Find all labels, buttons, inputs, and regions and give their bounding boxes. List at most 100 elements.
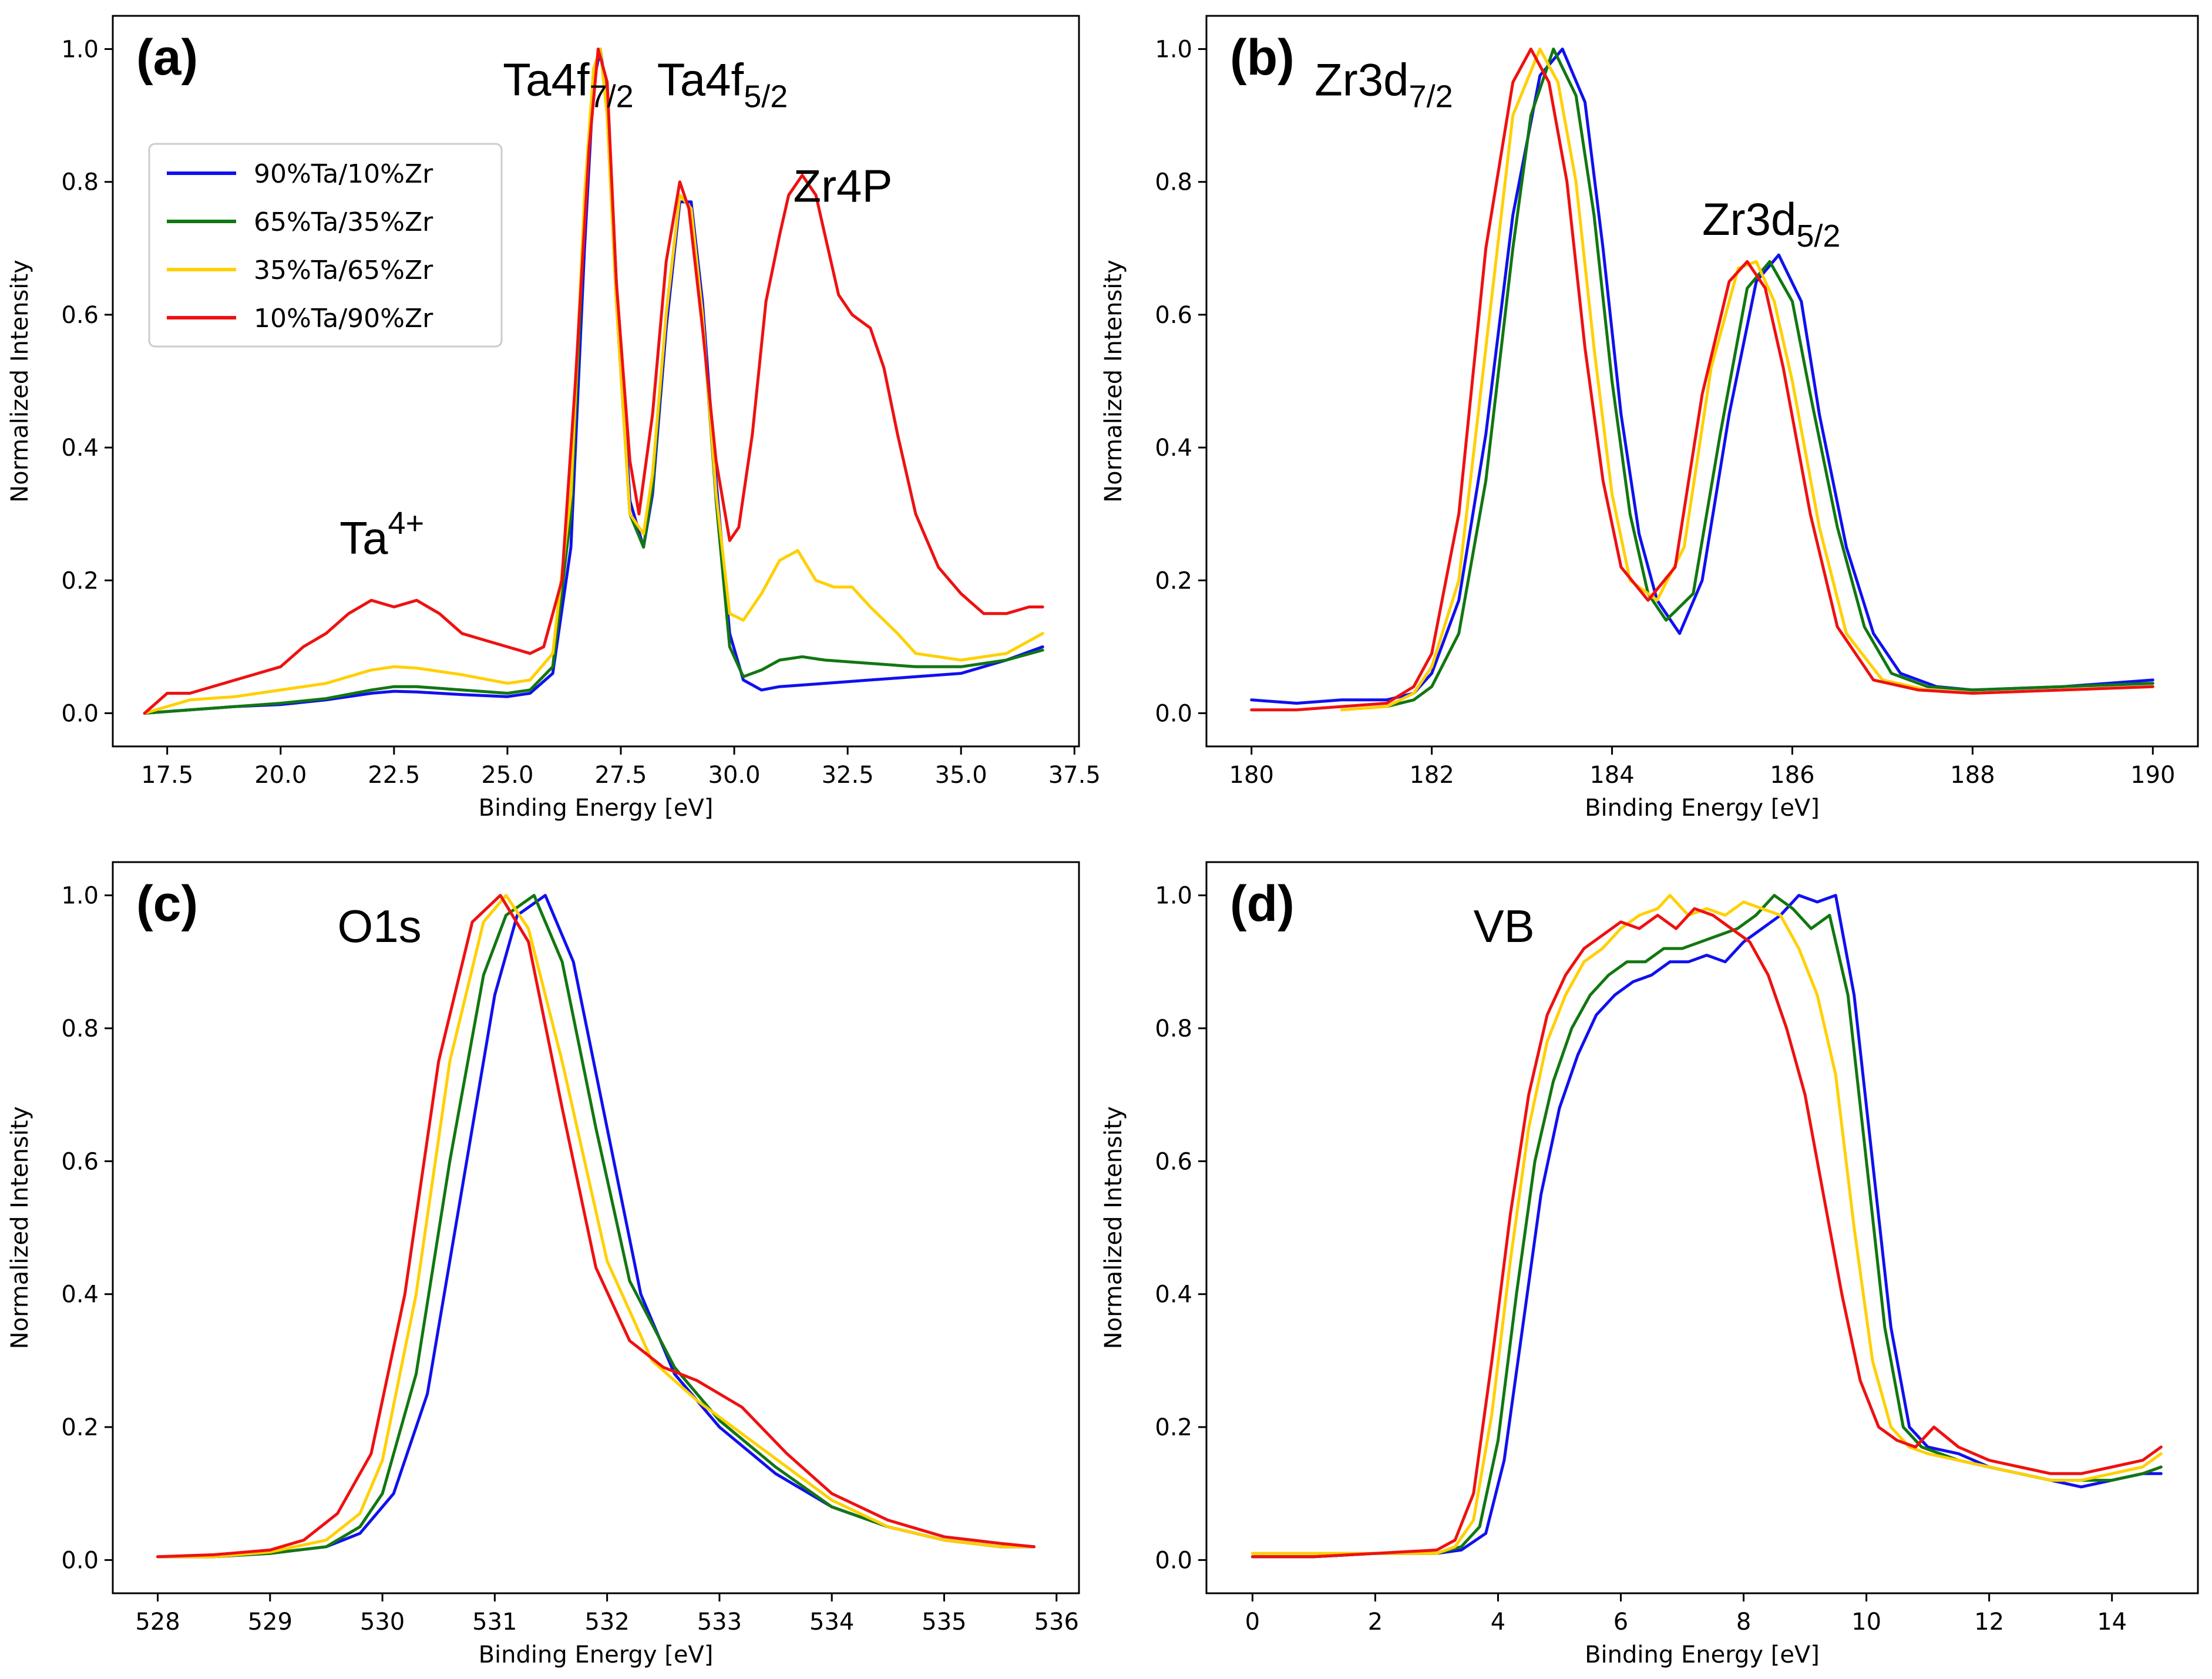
x-tick-label: 37.5 [1048, 762, 1101, 789]
x-tick-label: 10 [1851, 1609, 1881, 1636]
legend-label-2: 35%Ta/65%Zr [254, 255, 433, 285]
x-tick-label: 180 [1229, 762, 1274, 789]
legend-label-0: 90%Ta/10%Zr [254, 159, 433, 189]
panel-a: 17.5 20.0 22.5 25.0 27.5 30.0 32.5 35.0 37.5 0.0 0… [6, 15, 1101, 822]
x-tick-label: 17.5 [141, 762, 193, 789]
annotation-o1s: O1s [338, 900, 422, 952]
x-tick-label: 528 [135, 1609, 180, 1636]
annotation-superscript: 4+ [388, 506, 425, 541]
x-tick-label: 30.0 [708, 762, 761, 789]
x-tick-label: 4 [1491, 1609, 1505, 1636]
y-tick-label: 1.0 [61, 36, 99, 63]
y-tick-label: 0.6 [1155, 1148, 1192, 1175]
series-line-b-2 [1340, 48, 2154, 712]
x-tick-label: 0 [1245, 1609, 1260, 1636]
x-tick-label: 530 [360, 1609, 405, 1636]
series-group [143, 48, 1044, 715]
series-group [156, 894, 1036, 1559]
annotation-subscript: 5/2 [1796, 218, 1840, 254]
x-tick-label: 532 [584, 1609, 629, 1636]
x-tick-label: 531 [472, 1609, 517, 1636]
x-axis-label: Binding Energy [eV] [1585, 1641, 1820, 1668]
y-tick-label: 0.8 [61, 169, 99, 196]
series-line-d-2 [1250, 894, 2163, 1555]
axes-frame [112, 15, 1080, 748]
axes-frame [1205, 861, 2199, 1594]
x-tick-label: 25.0 [481, 762, 533, 789]
series-line-c-2 [156, 894, 1036, 1559]
x-tick-label: 2 [1368, 1609, 1383, 1636]
x-tick-label: 27.5 [594, 762, 647, 789]
axes-frame [112, 861, 1080, 1594]
legend-label-1: 65%Ta/35%Zr [254, 207, 433, 237]
panel-tag: (c) [136, 876, 198, 932]
x-tick-label: 529 [248, 1609, 293, 1636]
annotation-zr4p: Zr4P [793, 160, 892, 212]
x-tick-label: 188 [1950, 762, 1995, 789]
x-tick-label: 32.5 [822, 762, 874, 789]
series-line-c-3 [156, 894, 1036, 1559]
x-tick-label: 536 [1034, 1609, 1079, 1636]
annotation-ta4f72: Ta4f7/2 [503, 54, 634, 115]
x-tick-label: 533 [697, 1609, 742, 1636]
series-line-b-1 [1385, 48, 2154, 708]
annotation-base: Zr3d [1702, 193, 1796, 245]
annotation-base: Ta4f [657, 54, 744, 106]
y-tick-label: 0.4 [61, 1281, 99, 1308]
series-group [1250, 48, 2154, 712]
legend-box [148, 143, 503, 348]
x-tick-label: 184 [1589, 762, 1634, 789]
x-axis-label: Binding Energy [eV] [1585, 795, 1820, 822]
series-line-b-3 [1250, 48, 2154, 712]
y-tick-label: 0.2 [1155, 1414, 1192, 1441]
series-line-a-3 [143, 48, 1044, 715]
x-tick-label: 22.5 [368, 762, 420, 789]
y-axis-label: Normalized Intensity [1100, 1106, 1127, 1350]
series-group [1250, 894, 2163, 1559]
x-tick-label: 190 [2130, 762, 2175, 789]
annotation-subscript: 7/2 [590, 79, 634, 115]
y-tick-label: 0.6 [1155, 302, 1192, 329]
y-tick-label: 0.2 [61, 567, 99, 594]
y-tick-label: 0.6 [61, 1148, 99, 1175]
annotation-ta4plus: Ta4+ [339, 506, 424, 564]
x-tick-label: 535 [922, 1609, 966, 1636]
x-tick-label: 182 [1409, 762, 1454, 789]
y-axis-label: Normalized Intensity [1100, 260, 1127, 503]
x-tick-label: 6 [1613, 1609, 1628, 1636]
x-tick-label: 12 [1974, 1609, 2004, 1636]
y-tick-label: 0.4 [1155, 435, 1192, 462]
series-line-d-3 [1250, 907, 2163, 1559]
y-tick-label: 0.4 [61, 435, 99, 462]
annotation-base: VB [1474, 900, 1535, 952]
y-tick-label: 0.0 [1155, 1547, 1192, 1574]
series-line-d-0 [1250, 894, 2163, 1559]
annotation-base: Ta4f [503, 54, 590, 106]
annotation-subscript: 5/2 [744, 79, 788, 115]
y-tick-label: 1.0 [1155, 883, 1192, 910]
y-tick-label: 0.6 [61, 302, 99, 329]
series-line-d-1 [1250, 894, 2163, 1559]
y-axis-label: Normalized Intensity [6, 1106, 33, 1350]
x-tick-label: 35.0 [935, 762, 987, 789]
legend-label-3: 10%Ta/90%Zr [254, 304, 433, 334]
legend: 90%Ta/10%Zr 65%Ta/35%Zr 35%Ta/65%Zr 10%Ta/9… [148, 143, 503, 348]
x-tick-label: 14 [2097, 1609, 2127, 1636]
y-tick-label: 0.8 [1155, 169, 1192, 196]
series-line-b-0 [1250, 48, 2154, 705]
panel-d: 0 2 4 6 8 10 12 14 0.0 0.2 0.4 0.6 0.8 1.0 Binding Ene… [1100, 861, 2199, 1668]
annotation-zr3d72: Zr3d7/2 [1315, 54, 1453, 115]
annotation-zr3d52: Zr3d5/2 [1702, 193, 1840, 254]
annotation-base: Ta [339, 512, 388, 564]
x-axis-label: Binding Energy [eV] [479, 795, 714, 822]
y-axis-label: Normalized Intensity [6, 260, 33, 503]
annotation-subscript: 7/2 [1409, 79, 1453, 115]
y-tick-label: 1.0 [61, 883, 99, 910]
y-tick-label: 0.0 [61, 1547, 99, 1574]
x-tick-label: 8 [1736, 1609, 1751, 1636]
annotation-ta4f52: Ta4f5/2 [657, 54, 788, 115]
y-tick-label: 0.0 [1155, 700, 1192, 727]
annotation-base: Zr4P [793, 160, 892, 212]
series-line-a-2 [143, 48, 1044, 715]
